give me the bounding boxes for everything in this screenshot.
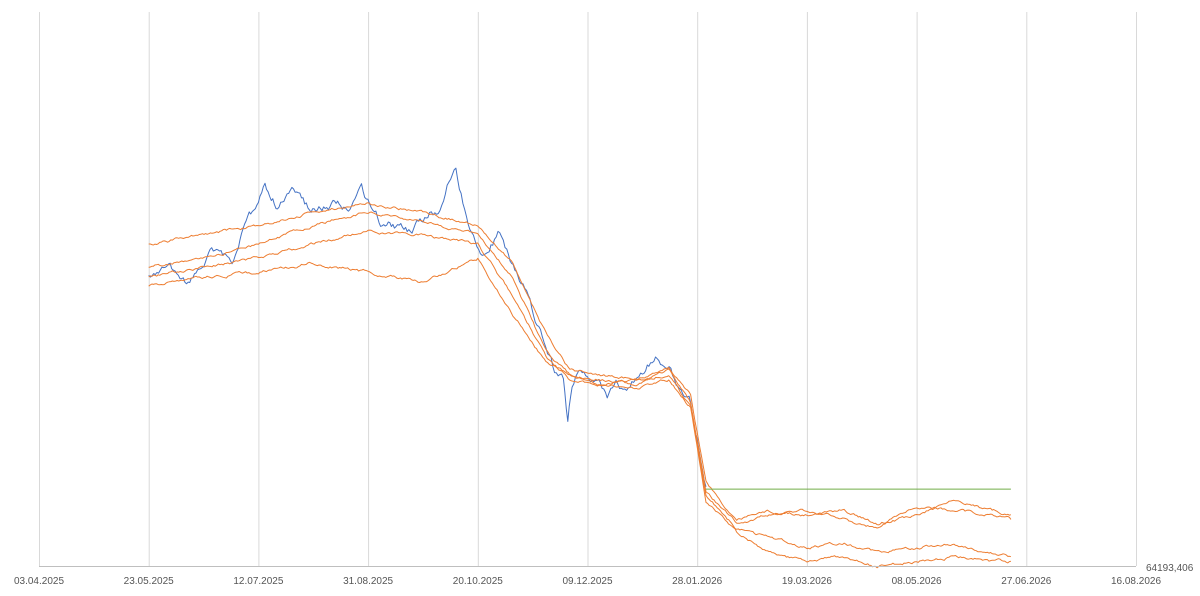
- x-tick-label: 27.06.2026: [1001, 576, 1051, 587]
- x-axis-tick-labels: 03.04.2025 23.05.2025 12.07.2025 31.08.2025…: [14, 576, 1161, 587]
- x-tick-label: 23.05.2025: [124, 576, 174, 587]
- x-tick-label: 12.07.2025: [233, 576, 283, 587]
- series-line-1: [148, 202, 1012, 526]
- y-axis-min-label: 64193,406: [1146, 563, 1194, 574]
- gridlines: [39, 12, 1137, 566]
- x-tick-label: 20.10.2025: [453, 576, 503, 587]
- x-tick-label: 16.08.2026: [1111, 576, 1161, 587]
- series-line-0: [148, 167, 707, 487]
- series-lines: [148, 167, 1012, 569]
- x-tick-label: 03.04.2025: [14, 576, 64, 587]
- x-tick-label: 28.01.2026: [672, 576, 722, 587]
- x-tick-label: 19.03.2026: [782, 576, 832, 587]
- x-tick-label: 31.08.2025: [343, 576, 393, 587]
- x-tick-label: 08.05.2026: [892, 576, 942, 587]
- x-tick-label: 09.12.2025: [562, 576, 612, 587]
- series-line-2: [148, 211, 1012, 529]
- series-line-4: [148, 257, 1011, 569]
- series-line-3: [148, 229, 1012, 558]
